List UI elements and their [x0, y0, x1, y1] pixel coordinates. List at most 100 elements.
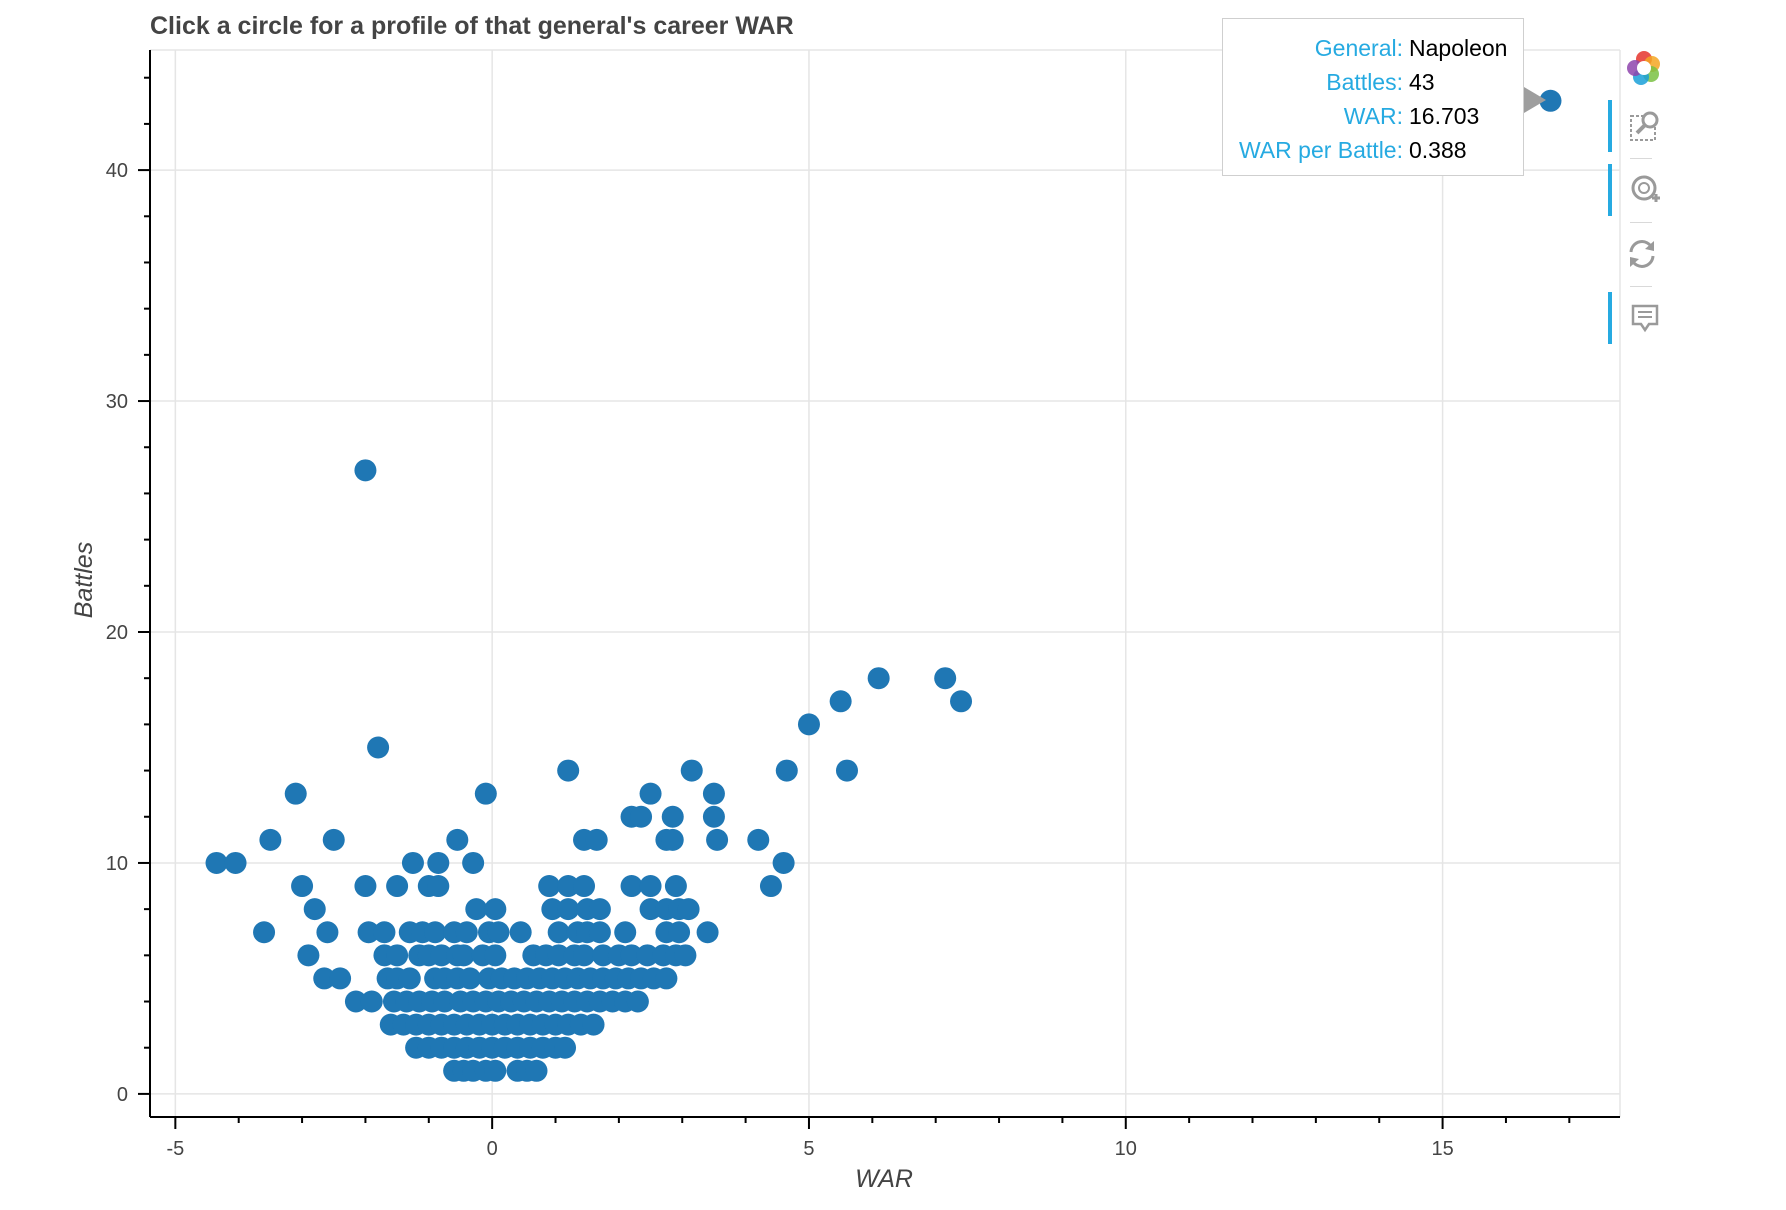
data-point[interactable] [639, 875, 662, 898]
data-point[interactable] [259, 828, 282, 851]
data-point[interactable] [313, 967, 336, 990]
data-point[interactable] [224, 851, 247, 874]
data-point[interactable] [484, 898, 507, 921]
data-point[interactable] [430, 944, 453, 967]
data-point[interactable] [484, 1059, 507, 1082]
data-point[interactable] [344, 990, 367, 1013]
data-point[interactable] [592, 944, 615, 967]
data-point[interactable] [639, 782, 662, 805]
data-point[interactable] [950, 690, 973, 713]
data-point[interactable] [639, 898, 662, 921]
data-point[interactable] [588, 921, 611, 944]
data-point[interactable] [291, 875, 314, 898]
data-point[interactable] [554, 1036, 577, 1059]
data-point[interactable] [706, 828, 729, 851]
data-point[interactable] [696, 921, 719, 944]
data-point[interactable] [655, 967, 678, 990]
data-point[interactable] [427, 875, 450, 898]
data-point[interactable] [588, 898, 611, 921]
data-point[interactable] [934, 667, 957, 690]
y-tick-label: 0 [117, 1084, 128, 1106]
data-point[interactable] [322, 828, 345, 851]
data-point[interactable] [677, 898, 700, 921]
data-point[interactable] [668, 921, 691, 944]
data-point[interactable] [316, 921, 339, 944]
data-point[interactable] [547, 921, 570, 944]
data-point[interactable] [253, 921, 276, 944]
data-point[interactable] [484, 944, 507, 967]
tooltip-value: 16.703 [1409, 103, 1480, 129]
data-point[interactable] [474, 782, 497, 805]
data-point[interactable] [401, 851, 424, 874]
data-point[interactable] [455, 921, 478, 944]
data-point[interactable] [557, 898, 580, 921]
data-point[interactable] [680, 759, 703, 782]
data-point[interactable] [541, 898, 564, 921]
x-tick-label: -5 [166, 1138, 184, 1160]
data-point[interactable] [747, 828, 770, 851]
data-point[interactable] [573, 944, 596, 967]
data-point[interactable] [614, 921, 637, 944]
data-point[interactable] [398, 967, 421, 990]
data-point[interactable] [205, 851, 228, 874]
data-point[interactable] [582, 1013, 605, 1036]
data-point[interactable] [297, 944, 320, 967]
data-point[interactable] [509, 921, 532, 944]
data-point[interactable] [525, 1059, 548, 1082]
data-point[interactable] [620, 944, 643, 967]
data-point[interactable] [487, 921, 510, 944]
tooltip-value: 43 [1409, 69, 1435, 95]
data-point[interactable] [357, 921, 380, 944]
data-point[interactable] [367, 736, 390, 759]
data-point[interactable] [329, 967, 352, 990]
data-point[interactable] [674, 944, 697, 967]
data-point[interactable] [867, 667, 890, 690]
data-point[interactable] [465, 898, 488, 921]
data-point[interactable] [664, 875, 687, 898]
data-point[interactable] [759, 875, 782, 898]
data-point[interactable] [462, 851, 485, 874]
data-point[interactable] [373, 921, 396, 944]
data-point[interactable] [433, 990, 456, 1013]
reset-tool[interactable] [1608, 228, 1658, 280]
data-point[interactable] [661, 805, 684, 828]
data-point[interactable] [702, 782, 725, 805]
data-point[interactable] [573, 875, 596, 898]
data-point[interactable] [557, 875, 580, 898]
data-points[interactable] [205, 89, 1562, 1082]
data-point[interactable] [284, 782, 307, 805]
data-point[interactable] [772, 851, 795, 874]
data-point[interactable] [797, 713, 820, 736]
data-point[interactable] [354, 459, 377, 482]
data-point[interactable] [775, 759, 798, 782]
tooltip-row-war: WAR: 16.703 [1223, 103, 1523, 133]
data-point[interactable] [702, 805, 725, 828]
x-tick-label: 10 [1115, 1138, 1137, 1160]
data-point[interactable] [424, 921, 447, 944]
data-point[interactable] [835, 759, 858, 782]
data-point[interactable] [636, 944, 659, 967]
data-point[interactable] [626, 990, 649, 1013]
wheel-zoom-tool[interactable] [1608, 164, 1662, 216]
data-point[interactable] [386, 944, 409, 967]
data-point[interactable] [630, 805, 653, 828]
data-point[interactable] [386, 875, 409, 898]
data-point[interactable] [446, 828, 469, 851]
data-point[interactable] [303, 898, 326, 921]
box-zoom-tool[interactable] [1608, 100, 1662, 152]
data-point[interactable] [547, 944, 570, 967]
data-point[interactable] [427, 851, 450, 874]
data-point[interactable] [354, 875, 377, 898]
data-point[interactable] [538, 875, 561, 898]
bokeh-logo-icon[interactable] [1608, 40, 1660, 92]
data-point[interactable] [452, 944, 475, 967]
tooltip-key: Battles: [1326, 69, 1403, 95]
data-point[interactable] [661, 828, 684, 851]
data-point[interactable] [829, 690, 852, 713]
data-point[interactable] [585, 828, 608, 851]
data-point[interactable] [620, 875, 643, 898]
data-point[interactable] [360, 990, 383, 1013]
data-point[interactable] [557, 759, 580, 782]
data-point[interactable] [458, 967, 481, 990]
hover-tool[interactable] [1608, 292, 1662, 344]
